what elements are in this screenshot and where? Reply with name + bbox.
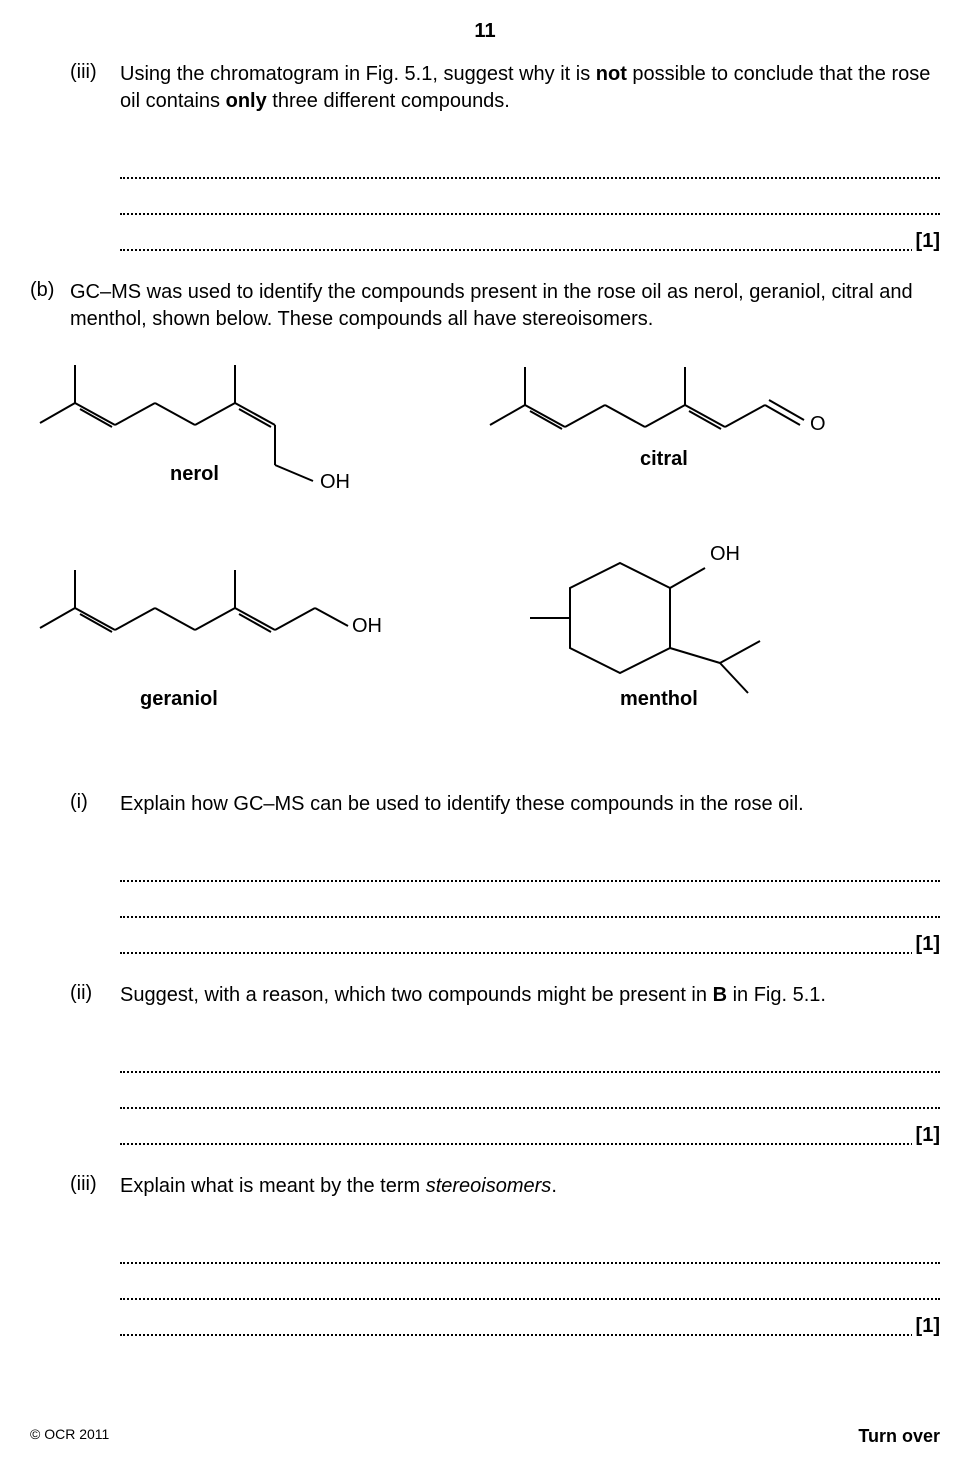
- question-b-iii-text: Explain what is meant by the term stereo…: [120, 1173, 940, 1200]
- nerol-label: nerol: [170, 463, 219, 486]
- geraniol-oh: OH: [352, 615, 382, 638]
- mark-b-i: [1]: [912, 933, 940, 956]
- answer-lines-b-ii[interactable]: [1]: [120, 1037, 940, 1145]
- question-b-ii: (ii) Suggest, with a reason, which two c…: [30, 982, 940, 1009]
- label-iii: (iii): [70, 61, 120, 84]
- label-bii: (ii): [70, 982, 120, 1005]
- label-bi: (i): [70, 791, 120, 814]
- turn-over: Turn over: [858, 1426, 940, 1447]
- copyright: © OCR 2011: [30, 1426, 109, 1447]
- menthol-label: menthol: [620, 688, 698, 711]
- label-biii: (iii): [70, 1173, 120, 1196]
- menthol-structure: [510, 523, 810, 713]
- nerol-oh: OH: [320, 471, 350, 494]
- geraniol-label: geraniol: [140, 688, 218, 711]
- question-a-iii: (iii) Using the chromatogram in Fig. 5.1…: [30, 61, 940, 115]
- question-b-text: GC–MS was used to identify the compounds…: [70, 279, 940, 333]
- mark-a-iii: [1]: [912, 230, 940, 253]
- answer-lines-b-i[interactable]: [1]: [120, 846, 940, 954]
- mark-b-iii: [1]: [912, 1315, 940, 1338]
- page-number: 11: [30, 20, 940, 43]
- answer-lines-a-iii[interactable]: [1]: [120, 143, 940, 251]
- citral-o: O: [810, 413, 826, 436]
- molecule-diagrams: nerol OH citral O: [30, 353, 940, 773]
- mark-b-ii: [1]: [912, 1124, 940, 1147]
- page-footer: © OCR 2011 Turn over: [30, 1426, 940, 1447]
- geraniol-structure: [30, 558, 370, 668]
- answer-lines-b-iii[interactable]: [1]: [120, 1228, 940, 1336]
- question-a-iii-text: Using the chromatogram in Fig. 5.1, sugg…: [120, 61, 940, 115]
- menthol-oh: OH: [710, 543, 740, 566]
- question-b-i: (i) Explain how GC–MS can be used to ide…: [30, 791, 940, 818]
- question-b-ii-text: Suggest, with a reason, which two compou…: [120, 982, 940, 1009]
- question-b-i-text: Explain how GC–MS can be used to identif…: [120, 791, 940, 818]
- question-b-iii: (iii) Explain what is meant by the term …: [30, 1173, 940, 1200]
- citral-label: citral: [640, 448, 688, 471]
- question-b: (b) GC–MS was used to identify the compo…: [30, 279, 940, 333]
- label-b: (b): [30, 279, 70, 302]
